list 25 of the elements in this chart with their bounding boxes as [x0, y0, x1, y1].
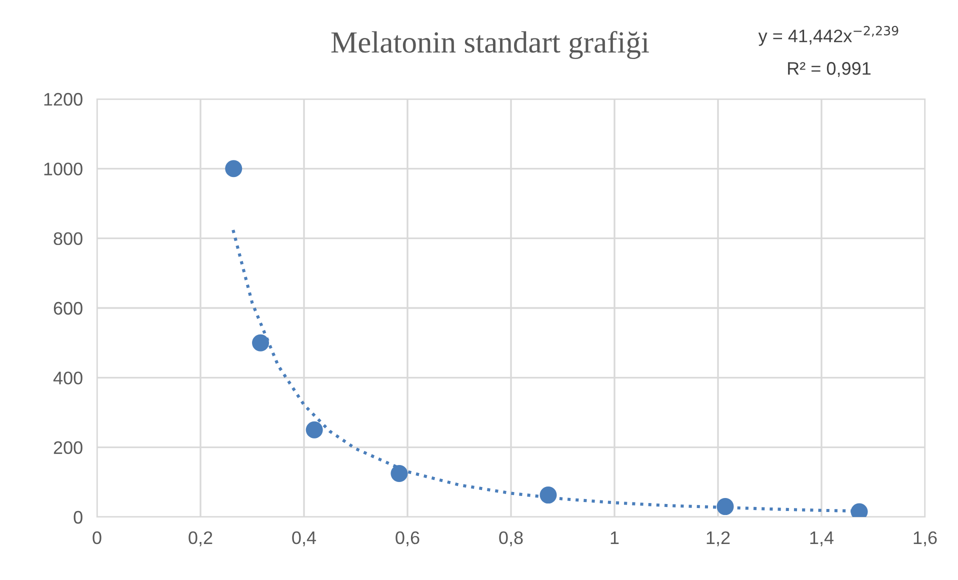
point	[716, 498, 734, 516]
y-tick-label: 1200	[44, 92, 82, 106]
point	[225, 160, 242, 178]
y-tick-label: 600	[54, 302, 82, 315]
text: R² = 0,991	[788, 62, 871, 77]
x-tick-label: 1,6	[914, 531, 937, 546]
point	[390, 464, 408, 482]
point	[540, 486, 557, 504]
x-tick-label: 1,4	[810, 532, 834, 546]
y-tick-label: 400	[53, 372, 82, 384]
chart-title: Melatonin standart grafiği	[331, 30, 649, 60]
x-tick-label: 0,6	[396, 531, 420, 546]
x-tick-label: 0,2	[188, 531, 212, 546]
point	[252, 334, 270, 352]
x-tick-label: 0,8	[499, 531, 523, 546]
y-tick-label: 1000	[44, 162, 82, 176]
point	[306, 421, 323, 438]
y-tick-label: 800	[54, 232, 82, 246]
x-tick-label: 0	[92, 531, 102, 544]
y-tick-label: 0	[74, 510, 82, 524]
x-tick-label: 1	[610, 532, 619, 544]
y-tick-label: 200	[54, 441, 82, 454]
text: y = 41,442x$^{−2,239}$	[758, 26, 898, 46]
x-tick-label: 1,2	[706, 531, 730, 546]
x-tick-label: 0,4	[292, 531, 316, 546]
